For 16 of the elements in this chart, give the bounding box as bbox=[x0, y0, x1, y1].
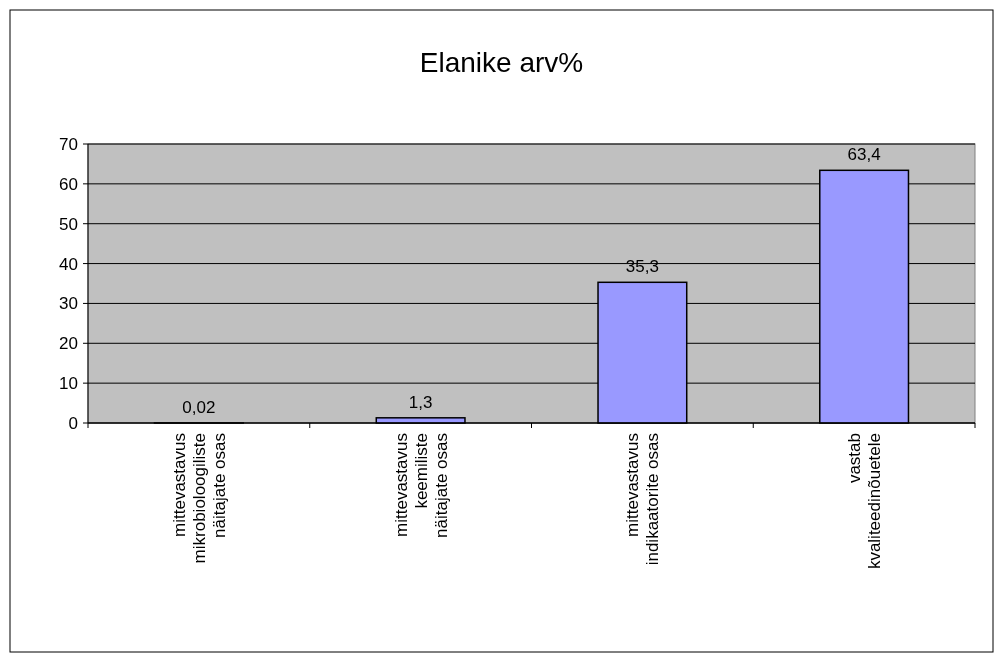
y-tick-label: 40 bbox=[59, 254, 78, 274]
data-label: 63,4 bbox=[847, 145, 881, 165]
y-tick-label: 20 bbox=[59, 334, 78, 354]
x-tick-label: mittevastavus indikaatorite osas bbox=[623, 433, 663, 566]
x-tick-label: vastab kvaliteedinõuetele bbox=[845, 433, 885, 570]
data-label: 0,02 bbox=[182, 397, 216, 417]
chart-title: Elanike arv% bbox=[419, 47, 584, 78]
y-tick-label: 30 bbox=[59, 294, 78, 314]
x-tick-label: mittevastavus mikrobioloogiliste näitajate osas bbox=[169, 433, 229, 564]
x-tick-label: mittevastavus keemiliste näitajate osas bbox=[391, 433, 451, 538]
y-tick-label: 0 bbox=[68, 413, 78, 433]
y-tick-label: 10 bbox=[59, 374, 78, 394]
data-label: 1,3 bbox=[408, 392, 433, 412]
y-tick-label: 50 bbox=[59, 214, 78, 234]
y-tick-label: 60 bbox=[59, 174, 78, 194]
y-tick-label: 70 bbox=[59, 134, 78, 154]
